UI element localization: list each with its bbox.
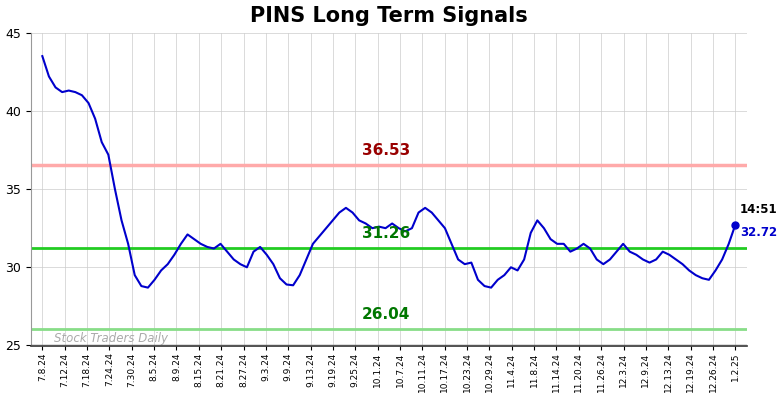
Text: 26.04: 26.04 xyxy=(361,307,410,322)
Text: 36.53: 36.53 xyxy=(361,143,410,158)
Text: 31.26: 31.26 xyxy=(361,226,410,240)
Text: 32.72: 32.72 xyxy=(740,226,777,239)
Text: 14:51: 14:51 xyxy=(740,203,778,216)
Text: Stock Traders Daily: Stock Traders Daily xyxy=(53,332,168,345)
Title: PINS Long Term Signals: PINS Long Term Signals xyxy=(250,6,528,25)
